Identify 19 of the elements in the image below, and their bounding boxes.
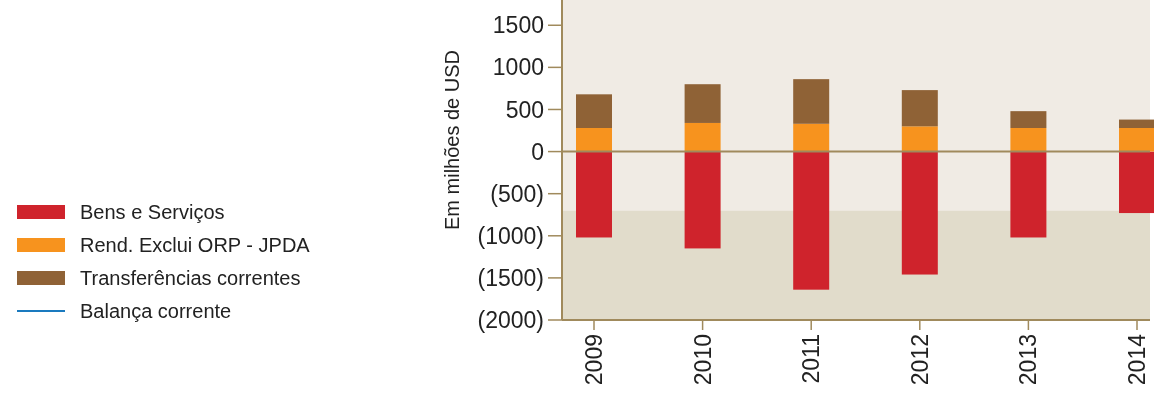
legend-label: Bens e Serviços	[80, 201, 225, 223]
x-tick-label: 2009	[581, 334, 608, 386]
y-tick-label: (2000)	[477, 307, 544, 334]
legend-label: Transferências correntes	[80, 267, 301, 289]
x-tick-label: 2014	[1124, 333, 1151, 386]
y-tick-label: (500)	[490, 180, 544, 207]
legend-label: Balança corrente	[80, 300, 232, 322]
y-tick-label: 0	[531, 138, 544, 165]
y-tick-label: 1500	[492, 12, 544, 39]
y-axis-title: Em milhões de USD	[441, 49, 463, 231]
y-tick-label: (1000)	[477, 222, 544, 249]
x-tick-label: 2011	[798, 334, 825, 384]
x-tick-label: 2013	[1015, 334, 1042, 386]
y-tick-label: 1000	[492, 54, 544, 81]
x-tick-label: 2010	[689, 334, 716, 386]
y-tick-label: (1500)	[477, 264, 544, 291]
y-tick-label: 500	[505, 96, 544, 123]
x-tick-label: 2012	[906, 334, 933, 386]
legend-label: Rend. Exclui ORP - JPDA	[80, 234, 311, 256]
